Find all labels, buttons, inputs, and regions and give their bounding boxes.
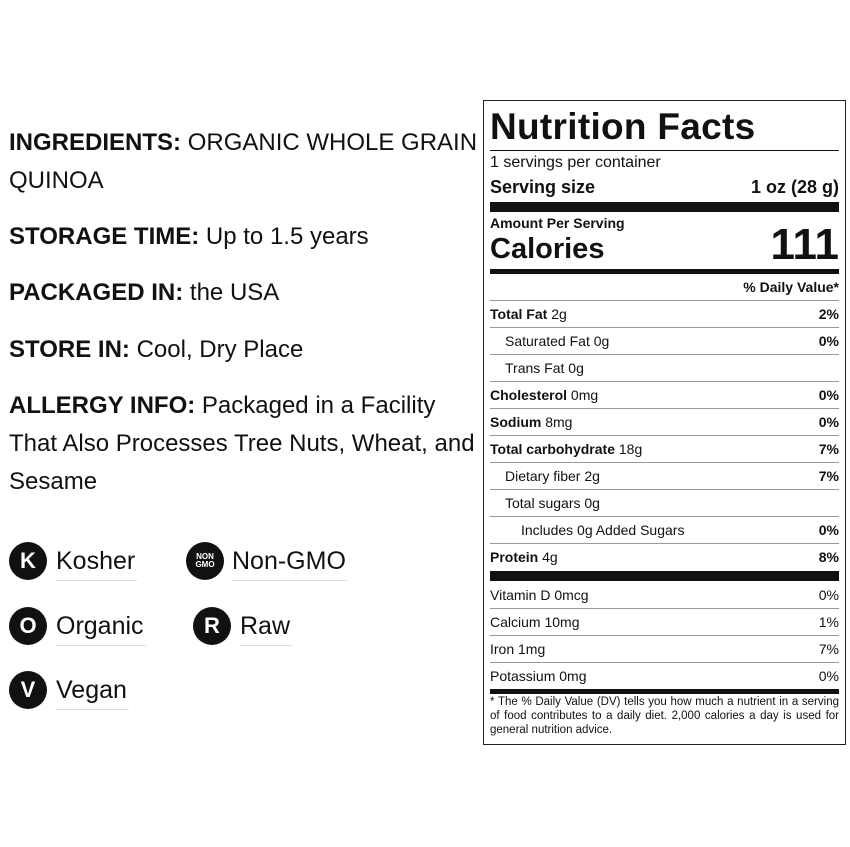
nutrient-amount: 0mg: [570, 387, 599, 403]
ingredients-label: INGREDIENTS:: [9, 129, 182, 156]
nutrient-row-cholesterol: Cholesterol 0mg 0%: [490, 382, 839, 409]
nutrient-dv: 2%: [818, 306, 839, 322]
divider: [490, 150, 839, 151]
cert-raw: R Raw: [193, 607, 303, 653]
vitamin-row-calcium: Calcium 10mg 1%: [490, 609, 839, 636]
nutrient-name: Total Fat: [490, 306, 548, 322]
cert-organic-label: Organic: [56, 607, 146, 646]
packaged-in-value: the USA: [189, 279, 280, 306]
non-gmo-icon-line2: GMO: [195, 560, 215, 569]
vitamin-name: Vitamin D 0mcg: [490, 587, 589, 603]
vitamin-name: Iron 1mg: [490, 641, 546, 657]
nutrient-name: Trans Fat: [505, 360, 565, 376]
allergy-info-text: ALLERGY INFO: Packaged in a Facility Tha…: [9, 387, 479, 501]
nutrient-amount: 8mg: [545, 414, 573, 430]
packaged-in-text: PACKAGED IN: the USA: [9, 274, 479, 312]
vitamin-row-vitamin-d: Vitamin D 0mcg 0%: [490, 582, 839, 609]
non-gmo-icon: NON GMO: [186, 542, 224, 580]
calories-value: 111: [770, 220, 839, 269]
vitamin-dv: 0%: [818, 668, 839, 684]
cert-non-gmo: NON GMO Non-GMO: [186, 542, 361, 588]
vitamin-name: Calcium 10mg: [490, 614, 580, 630]
calories-row: Calories 111: [490, 220, 839, 269]
nutrient-amount: 2g: [551, 306, 567, 322]
vitamin-row-iron: Iron 1mg 7%: [490, 636, 839, 663]
cert-non-gmo-label: Non-GMO: [232, 542, 348, 581]
thick-divider: [490, 202, 839, 212]
storage-time-value: Up to 1.5 years: [205, 223, 369, 250]
cert-raw-label: Raw: [240, 607, 293, 646]
amount-per-serving: Amount Per Serving: [490, 215, 625, 231]
nutrient-amount: 0g: [593, 333, 610, 349]
nutrient-row-trans-fat: Trans Fat 0g: [490, 355, 839, 382]
servings-per-container: 1 servings per container: [490, 154, 661, 171]
nutrient-row-total-sugars: Total sugars 0g: [490, 490, 839, 517]
medium-divider: [490, 269, 839, 274]
nutrient-dv: 7%: [818, 468, 839, 484]
serving-size-row: Serving size 1 oz (28 g): [490, 176, 839, 198]
allergy-info-label: ALLERGY INFO:: [9, 392, 196, 419]
vitamin-dv: 7%: [818, 641, 839, 657]
divider: [490, 300, 839, 301]
vitamin-row-potassium: Potassium 0mg 0%: [490, 663, 839, 690]
nutrient-row-total-fat: Total Fat 2g 2%: [490, 301, 839, 328]
thick-divider: [490, 571, 839, 581]
storage-time-label: STORAGE TIME:: [9, 223, 200, 250]
nutrient-name: Protein: [490, 549, 539, 565]
nutrient-row-saturated-fat: Saturated Fat 0g 0%: [490, 328, 839, 355]
nutrient-dv: 0%: [818, 333, 839, 349]
allergy-info-value: Packaged in a Facility That Also Process…: [9, 392, 475, 495]
nutrient-name: Includes 0g Added Sugars: [521, 522, 685, 538]
nutrient-row-total-carbohydrate: Total carbohydrate 18g 7%: [490, 436, 839, 463]
nutrient-dv: 0%: [818, 414, 839, 430]
vegan-icon: V: [9, 671, 47, 709]
nutrient-name: Dietary fiber: [505, 468, 581, 484]
nutrient-row-protein: Protein 4g 8%: [490, 544, 839, 571]
nutrient-name: Total carbohydrate: [490, 441, 615, 457]
nutrient-dv: 7%: [818, 441, 839, 457]
nutrient-row-added-sugars: Includes 0g Added Sugars 0%: [490, 517, 839, 544]
cert-kosher-label: Kosher: [56, 542, 138, 581]
nutrient-amount: 0g: [584, 495, 600, 511]
storage-time-text: STORAGE TIME: Up to 1.5 years: [9, 218, 479, 256]
calories-label: Calories: [490, 233, 605, 265]
kosher-icon: K: [9, 542, 47, 580]
nutrient-row-sodium: Sodium 8mg 0%: [490, 409, 839, 436]
nutrient-name: Cholesterol: [490, 387, 568, 403]
nutrient-dv: 0%: [818, 522, 839, 538]
cert-vegan-label: Vegan: [56, 671, 129, 710]
serving-size-value: 1 oz (28 g): [750, 177, 839, 197]
nutrient-amount: 0g: [568, 360, 584, 376]
nutrient-name: Saturated Fat: [505, 333, 590, 349]
nutrient-amount: 2g: [584, 468, 600, 484]
cert-organic: O Organic: [9, 607, 169, 653]
ingredients-text: INGREDIENTS: ORGANIC WHOLE GRAIN QUINOA: [9, 124, 479, 200]
nutrient-dv: 0%: [818, 387, 839, 403]
non-gmo-icon-line1: NON: [196, 552, 214, 561]
raw-icon: R: [193, 607, 231, 645]
nutrient-amount: 18g: [618, 441, 643, 457]
store-in-label: STORE IN:: [9, 336, 130, 363]
medium-divider: [490, 689, 839, 694]
nutrient-name: Sodium: [490, 414, 542, 430]
store-in-value: Cool, Dry Place: [136, 336, 304, 363]
nutrition-facts-panel: Nutrition Facts 1 servings per container…: [483, 100, 846, 745]
ingredients-value: ORGANIC WHOLE GRAIN QUINOA: [9, 129, 478, 194]
nutrient-dv: 8%: [818, 549, 839, 565]
store-in-text: STORE IN: Cool, Dry Place: [9, 331, 479, 369]
daily-value-header: % Daily Value*: [743, 279, 839, 295]
daily-value-footnote: * The % Daily Value (DV) tells you how m…: [490, 696, 839, 736]
nutrition-facts-title: Nutrition Facts: [490, 106, 756, 147]
cert-vegan: V Vegan: [9, 671, 149, 717]
nutrient-name: Total sugars: [505, 495, 581, 511]
vitamin-dv: 0%: [818, 587, 839, 603]
nutrient-amount: 4g: [542, 549, 558, 565]
vitamin-dv: 1%: [818, 614, 839, 630]
serving-size-label: Serving size: [490, 177, 596, 197]
packaged-in-label: PACKAGED IN:: [9, 279, 184, 306]
cert-kosher: K Kosher: [9, 542, 149, 588]
vitamin-name: Potassium 0mg: [490, 668, 587, 684]
nutrient-row-dietary-fiber: Dietary fiber 2g 7%: [490, 463, 839, 490]
organic-icon: O: [9, 607, 47, 645]
